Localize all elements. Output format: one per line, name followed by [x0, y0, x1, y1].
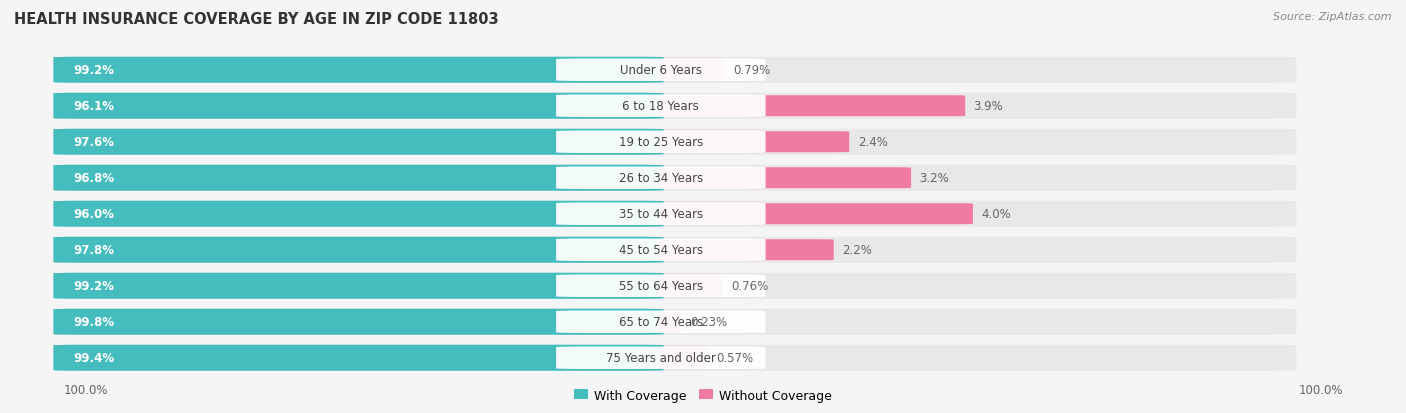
Text: 96.0%: 96.0% [73, 208, 114, 221]
FancyBboxPatch shape [557, 239, 765, 261]
FancyBboxPatch shape [53, 57, 664, 83]
FancyBboxPatch shape [53, 129, 1296, 155]
Text: 35 to 44 Years: 35 to 44 Years [619, 208, 703, 221]
Text: HEALTH INSURANCE COVERAGE BY AGE IN ZIP CODE 11803: HEALTH INSURANCE COVERAGE BY AGE IN ZIP … [14, 12, 499, 27]
Text: 0.79%: 0.79% [733, 64, 770, 77]
FancyBboxPatch shape [658, 240, 834, 261]
FancyBboxPatch shape [53, 345, 1296, 371]
FancyBboxPatch shape [557, 95, 765, 118]
FancyBboxPatch shape [53, 309, 1296, 335]
Text: 2.4%: 2.4% [858, 136, 887, 149]
Text: 99.4%: 99.4% [73, 351, 114, 364]
FancyBboxPatch shape [53, 345, 664, 371]
Text: 55 to 64 Years: 55 to 64 Years [619, 280, 703, 292]
Text: 100.0%: 100.0% [1298, 384, 1343, 396]
FancyBboxPatch shape [53, 273, 664, 299]
Text: 96.1%: 96.1% [73, 100, 114, 113]
FancyBboxPatch shape [557, 167, 765, 190]
FancyBboxPatch shape [53, 129, 664, 155]
Text: 45 to 54 Years: 45 to 54 Years [619, 244, 703, 256]
FancyBboxPatch shape [53, 237, 664, 263]
Text: Source: ZipAtlas.com: Source: ZipAtlas.com [1274, 12, 1392, 22]
Text: 75 Years and older: 75 Years and older [606, 351, 716, 364]
FancyBboxPatch shape [557, 275, 765, 297]
FancyBboxPatch shape [53, 237, 1296, 263]
FancyBboxPatch shape [557, 203, 765, 225]
Text: 96.8%: 96.8% [73, 172, 114, 185]
FancyBboxPatch shape [658, 60, 724, 81]
FancyBboxPatch shape [557, 131, 765, 154]
Text: 3.2%: 3.2% [920, 172, 949, 185]
Text: 100.0%: 100.0% [63, 384, 108, 396]
Text: 0.57%: 0.57% [716, 351, 754, 364]
FancyBboxPatch shape [53, 273, 1296, 299]
Text: 0.23%: 0.23% [690, 316, 727, 328]
FancyBboxPatch shape [53, 93, 664, 119]
FancyBboxPatch shape [53, 165, 664, 191]
Text: 4.0%: 4.0% [981, 208, 1011, 221]
Text: 97.6%: 97.6% [73, 136, 114, 149]
FancyBboxPatch shape [53, 165, 1296, 191]
FancyBboxPatch shape [53, 57, 1296, 83]
Text: 0.76%: 0.76% [731, 280, 768, 292]
Text: 19 to 25 Years: 19 to 25 Years [619, 136, 703, 149]
FancyBboxPatch shape [557, 59, 765, 82]
FancyBboxPatch shape [658, 347, 707, 368]
Text: 99.2%: 99.2% [73, 280, 114, 292]
Text: 3.9%: 3.9% [973, 100, 1004, 113]
FancyBboxPatch shape [53, 93, 1296, 119]
FancyBboxPatch shape [658, 132, 849, 153]
Legend: With Coverage, Without Coverage: With Coverage, Without Coverage [569, 384, 837, 407]
FancyBboxPatch shape [658, 311, 682, 332]
Text: 65 to 74 Years: 65 to 74 Years [619, 316, 703, 328]
Text: 97.8%: 97.8% [73, 244, 114, 256]
FancyBboxPatch shape [53, 201, 1296, 227]
Text: 2.2%: 2.2% [842, 244, 872, 256]
FancyBboxPatch shape [557, 311, 765, 333]
Text: Under 6 Years: Under 6 Years [620, 64, 702, 77]
FancyBboxPatch shape [557, 347, 765, 369]
FancyBboxPatch shape [658, 168, 911, 189]
Text: 99.2%: 99.2% [73, 64, 114, 77]
FancyBboxPatch shape [53, 309, 664, 335]
Text: 26 to 34 Years: 26 to 34 Years [619, 172, 703, 185]
FancyBboxPatch shape [53, 201, 664, 227]
FancyBboxPatch shape [658, 204, 973, 225]
FancyBboxPatch shape [658, 96, 966, 117]
Text: 6 to 18 Years: 6 to 18 Years [623, 100, 699, 113]
FancyBboxPatch shape [658, 275, 723, 297]
Text: 99.8%: 99.8% [73, 316, 114, 328]
